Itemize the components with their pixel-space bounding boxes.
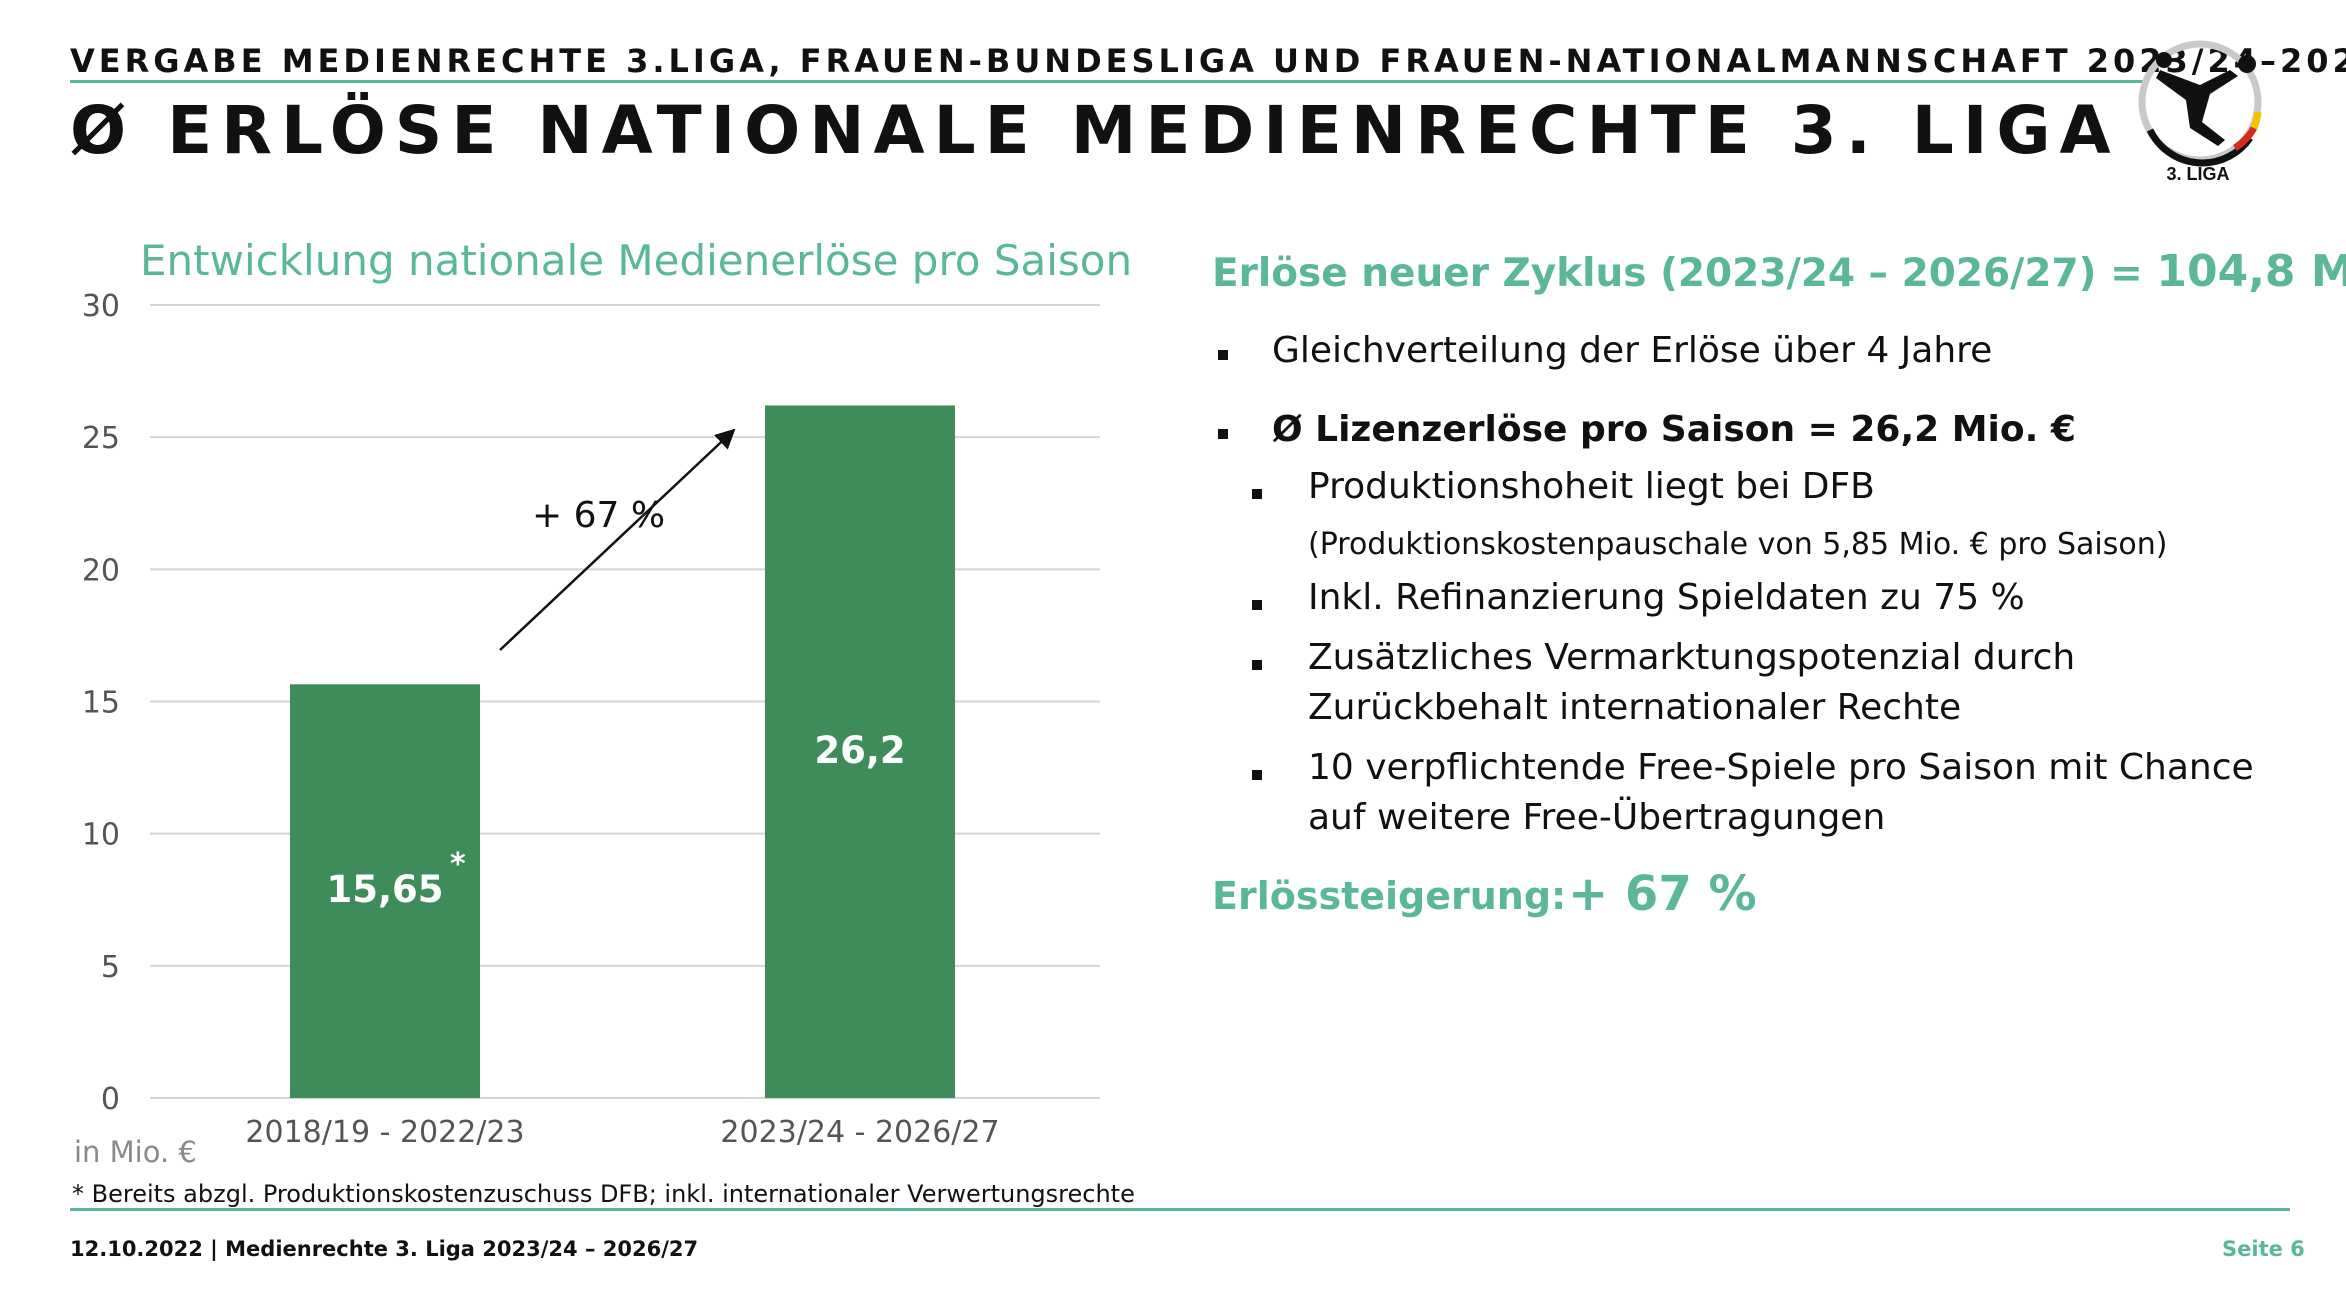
y-axis-unit-label: in Mio. € [74, 1135, 197, 1169]
y-tick-label: 5 [101, 950, 120, 985]
3-liga-logo: 3. LIGA [2130, 30, 2280, 190]
growth-label: Erlössteigerung: [1212, 874, 1566, 918]
y-tick-label: 0 [101, 1082, 120, 1117]
y-tick-label: 10 [82, 818, 120, 853]
bullet-marker [1218, 429, 1228, 439]
y-tick-label: 30 [82, 289, 120, 324]
cycle-revenue-label: Erlöse neuer Zyklus (2023/24 – 2026/27) … [1212, 251, 2143, 296]
bar-chart: 0 5 10 15 20 25 30 15,65 2018/19 - 2022/23 26,2 20… [60, 280, 1120, 1180]
production-cost-note: (Produktionskostenpauschale von 5,85 Mio… [1308, 522, 2167, 563]
page-number: Seite 6 [2222, 1237, 2305, 1261]
growth-annotation: + 67 % [532, 495, 665, 536]
growth-arrow [500, 430, 734, 650]
footnote: * Bereits abzgl. Produktionskostenzuschu… [72, 1180, 1135, 1208]
bar-value-label: 26,2 [814, 729, 905, 772]
bullet-marker [1252, 660, 1262, 670]
x-category-label: 2018/19 - 2022/23 [245, 1115, 524, 1150]
bullet-marker [1218, 350, 1228, 360]
header-divider [70, 80, 2145, 83]
y-tick-label: 25 [82, 421, 120, 456]
cycle-revenue-headline: Erlöse neuer Zyklus (2023/24 – 2026/27) … [1212, 246, 2346, 297]
bullet-marker [1252, 489, 1262, 499]
cycle-revenue-value: 104,8 Mio. € [2156, 246, 2346, 297]
growth-value: + 67 % [1568, 866, 1757, 922]
y-tick-label: 15 [82, 686, 120, 721]
footnote-marker: * [450, 847, 466, 882]
bullet-marker [1252, 770, 1262, 780]
x-category-label: 2023/24 - 2026/27 [720, 1115, 999, 1150]
bar-value-label: 15,65 [326, 868, 443, 911]
supertitle: VERGABE MEDIENRECHTE 3.LIGA, FRAUEN-BUND… [70, 42, 2346, 80]
logo-text: 3. LIGA [2166, 164, 2229, 184]
chart-title: Entwicklung nationale Medienerlöse pro S… [140, 236, 1132, 285]
bullet-marker [1252, 600, 1262, 610]
revenue-growth: Erlössteigerung: + 67 % [1212, 874, 1566, 918]
footer-info: 12.10.2022 | Medienrechte 3. Liga 2023/2… [70, 1237, 698, 1261]
page-title: Ø ERLÖSE NATIONALE MEDIENRECHTE 3. LIGA [70, 92, 2120, 169]
y-tick-label: 20 [82, 553, 120, 588]
footer-divider [70, 1208, 2290, 1211]
